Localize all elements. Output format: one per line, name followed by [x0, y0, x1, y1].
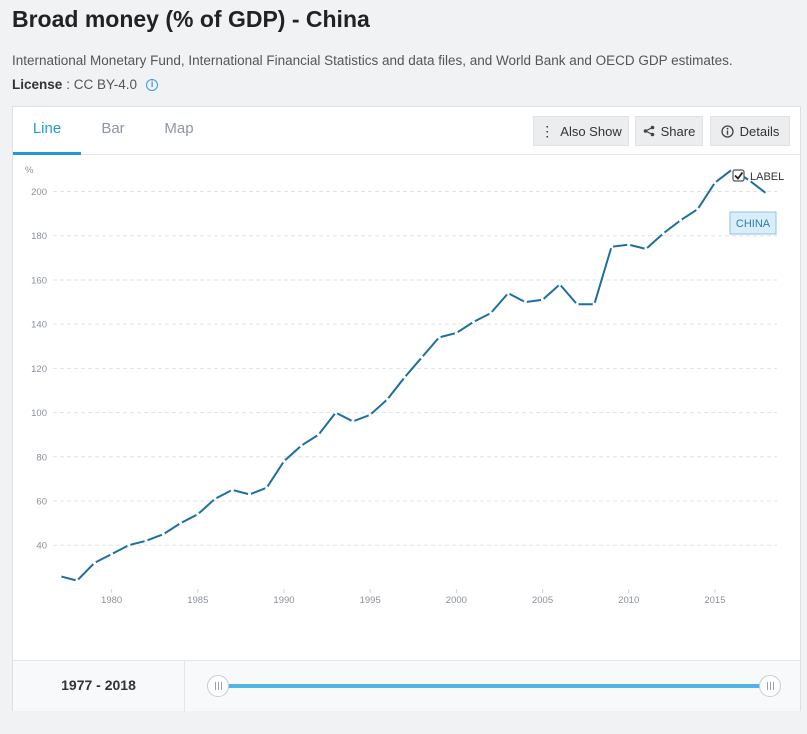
tab-bar-chart[interactable]: Bar	[101, 120, 125, 137]
slider-start-handle[interactable]	[207, 675, 229, 697]
tab-line[interactable]: Line	[13, 107, 81, 155]
label-toggle-text: LABEL	[750, 171, 784, 183]
data-point[interactable]	[696, 207, 700, 211]
y-axis-label: %	[25, 165, 34, 176]
also-show-button[interactable]: ⋮ Also Show	[533, 116, 629, 146]
data-point[interactable]	[523, 300, 527, 304]
data-point[interactable]	[299, 444, 303, 448]
year-range-label: 1977 - 2018	[13, 661, 185, 712]
data-point[interactable]	[747, 178, 752, 183]
series-tag-text: CHINA	[736, 218, 771, 230]
data-point[interactable]	[506, 291, 510, 295]
y-tick-label: 80	[36, 452, 47, 463]
data-point[interactable]	[472, 320, 476, 324]
tab-map[interactable]: Map	[164, 120, 194, 137]
license-label: License	[12, 77, 63, 92]
data-point[interactable]	[403, 375, 407, 379]
chart-panel: Line Bar Map ⋮ Also Show Share Details 4…	[12, 106, 801, 712]
data-point[interactable]	[368, 413, 372, 417]
x-tick-label: 2000	[446, 595, 467, 606]
info-circle-icon	[720, 124, 734, 138]
y-tick-label: 180	[31, 231, 47, 242]
data-point[interactable]	[351, 419, 355, 424]
gridlines	[53, 191, 777, 546]
license-value: : CC BY-4.0	[66, 77, 138, 92]
y-tick-label: 40	[36, 541, 47, 552]
y-tick-label: 200	[31, 187, 47, 198]
y-tick-label: 140	[31, 320, 47, 331]
data-point[interactable]	[420, 355, 424, 359]
data-point[interactable]	[213, 497, 217, 501]
data-point[interactable]	[144, 539, 148, 543]
data-point[interactable]	[713, 181, 717, 185]
data-point[interactable]	[644, 247, 648, 251]
series-line-china	[59, 168, 768, 582]
details-button[interactable]: Details	[710, 116, 790, 146]
share-button[interactable]: Share	[635, 116, 703, 146]
data-point[interactable]	[385, 397, 390, 401]
checkmark-icon	[734, 171, 744, 180]
data-point[interactable]	[110, 552, 114, 556]
data-point[interactable]	[454, 331, 458, 335]
y-tick-label: 60	[36, 497, 47, 508]
page-title: Broad money (% of GDP) - China	[12, 6, 370, 32]
data-point[interactable]	[592, 302, 596, 306]
data-point[interactable]	[678, 218, 683, 222]
data-point[interactable]	[334, 410, 338, 415]
data-point[interactable]	[196, 512, 200, 516]
share-icon	[643, 125, 654, 137]
label-toggle[interactable]: LABEL	[732, 169, 784, 183]
y-tick-label: 100	[31, 408, 47, 419]
x-tick-label: 1995	[360, 595, 381, 606]
details-label: Details	[739, 123, 780, 139]
data-point[interactable]	[92, 561, 96, 565]
y-axis-ticks: 40 60 80 100 120 140 160 180 200	[31, 187, 47, 552]
label-checkbox[interactable]	[732, 169, 745, 182]
data-point[interactable]	[558, 282, 562, 286]
share-label: Share	[660, 123, 696, 139]
data-point[interactable]	[765, 192, 769, 196]
data-point[interactable]	[161, 532, 165, 536]
slider-end-handle[interactable]	[759, 675, 781, 697]
data-point[interactable]	[489, 311, 493, 315]
line-chart: 40 60 80 100 120 140 160 180 200 1980 1985 1990 199…	[25, 165, 784, 606]
data-point[interactable]	[127, 543, 131, 547]
y-tick-label: 160	[31, 275, 47, 286]
x-tick-label: 1985	[187, 595, 208, 606]
data-point[interactable]	[437, 335, 441, 340]
data-point[interactable]	[247, 492, 252, 496]
source-text: International Monetary Fund, Internation…	[12, 53, 733, 68]
info-icon[interactable]: i	[146, 78, 159, 91]
data-point[interactable]	[265, 486, 269, 490]
range-bar: 1977 - 2018	[13, 660, 800, 712]
year-range-slider[interactable]	[217, 684, 770, 688]
also-show-label: Also Show	[560, 123, 622, 139]
series-points	[58, 167, 769, 583]
x-tick-label: 1990	[273, 595, 294, 606]
tab-bar: Line Bar Map ⋮ Also Show Share Details	[13, 107, 800, 155]
data-point[interactable]	[282, 459, 286, 463]
data-point[interactable]	[661, 231, 665, 236]
data-point[interactable]	[58, 574, 62, 578]
x-tick-label: 2015	[704, 595, 725, 606]
data-point[interactable]	[540, 298, 545, 302]
data-point[interactable]	[178, 521, 183, 525]
data-point[interactable]	[575, 302, 579, 306]
data-point[interactable]	[609, 245, 614, 249]
data-point[interactable]	[627, 242, 631, 247]
x-axis-ticks: 1980 1985 1990 1995 2000 2005 2010 2015	[101, 589, 726, 606]
more-vertical-icon: ⋮	[540, 123, 555, 139]
license-row: License : CC BY-4.0 i	[12, 77, 159, 92]
data-point[interactable]	[75, 578, 79, 583]
x-tick-label: 2010	[618, 595, 639, 606]
y-tick-label: 120	[31, 364, 47, 375]
x-tick-label: 2005	[532, 595, 553, 606]
x-tick-label: 1980	[101, 595, 122, 606]
series-tag: CHINA	[729, 211, 777, 235]
data-point[interactable]	[230, 488, 234, 492]
data-point[interactable]	[316, 433, 321, 437]
